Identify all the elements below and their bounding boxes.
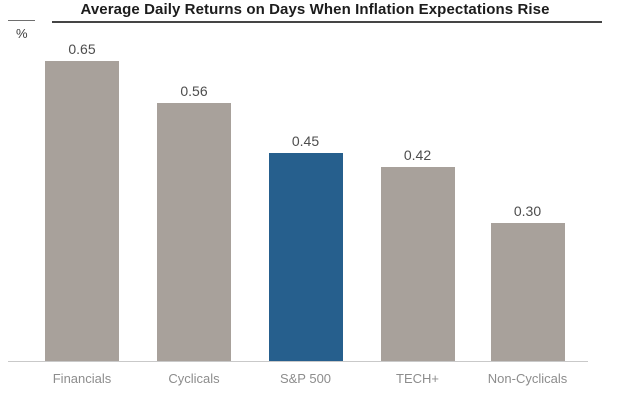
bar-cyclicals	[157, 103, 231, 361]
bar-financials	[45, 61, 119, 361]
category-label-financials: Financials	[52, 371, 112, 386]
category-label-non-cyclicals: Non-Cyclicals	[487, 371, 568, 386]
bar-s-p-500	[268, 153, 343, 361]
bar-value-label: 0.56	[180, 83, 208, 99]
bar-group-financials: 0.65	[22, 0, 142, 361]
bar-value-label: 0.65	[68, 41, 96, 57]
bar-value-label: 0.42	[403, 147, 432, 163]
y-axis-unit-label: %	[16, 26, 28, 41]
bar-value-label: 0.45	[291, 133, 320, 149]
bar-group-tech: 0.42	[358, 0, 478, 361]
bar-group-s-p-500: 0.45	[246, 0, 366, 361]
x-axis-line	[8, 361, 588, 362]
category-label-cyclicals: Cyclicals	[168, 371, 220, 386]
bar-group-cyclicals: 0.56	[134, 0, 254, 361]
bar-non-cyclicals	[490, 223, 565, 361]
title-underline	[52, 21, 602, 23]
chart-title: Average Daily Returns on Days When Infla…	[80, 1, 550, 18]
bar-value-label: 0.30	[513, 203, 542, 219]
category-label-s-p-500: S&P 500	[279, 371, 332, 386]
bar-tech	[380, 167, 455, 361]
bar-group-non-cyclicals: 0.30	[468, 0, 588, 361]
y-axis-stub-line	[8, 20, 35, 21]
category-label-tech: TECH+	[396, 371, 439, 386]
